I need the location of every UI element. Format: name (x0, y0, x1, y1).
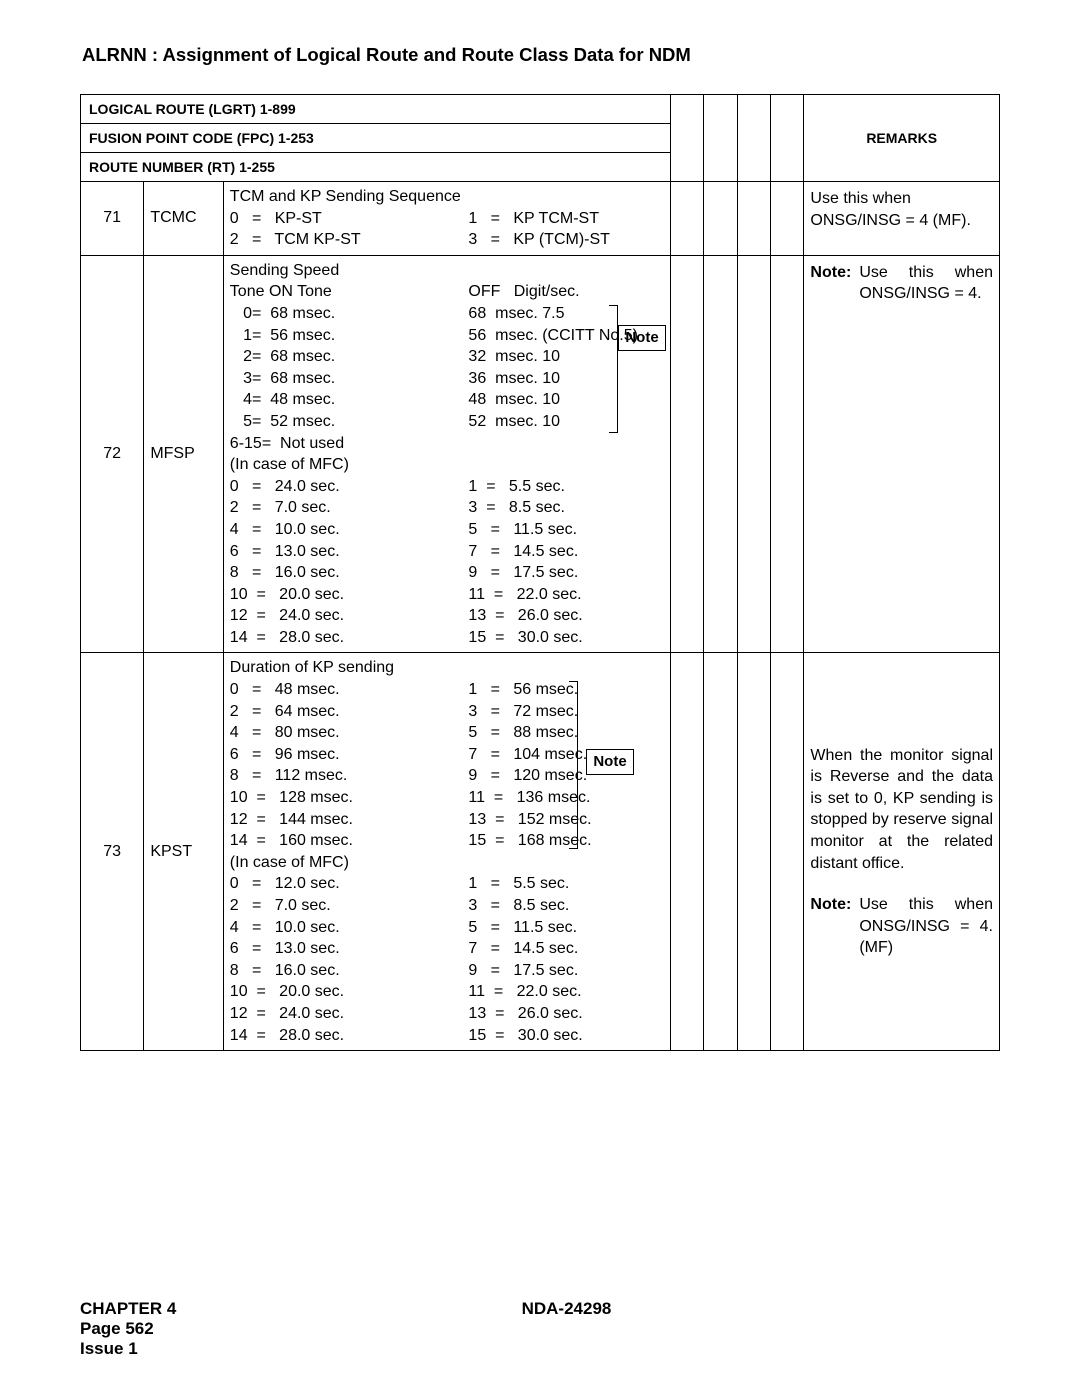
row-mnemonic: MFSP (144, 255, 223, 653)
row-description: TCM and KP Sending Sequence 0 = KP-ST 2 … (223, 182, 670, 256)
row-mnemonic: TCMC (144, 182, 223, 256)
mfc-label: (In case of MFC) (230, 852, 664, 874)
row-mnemonic: KPST (144, 653, 223, 1051)
blank-col-3 (737, 95, 770, 182)
footer-chapter: CHAPTER 4 (80, 1299, 522, 1319)
note-box: Note (618, 325, 665, 351)
data-table: LOGICAL ROUTE (LGRT) 1-899 REMARKS FUSIO… (80, 94, 1000, 1051)
desc-title: Sending Speed (230, 260, 664, 282)
row-remarks: Note: Use this when ONSG/INSG = 4. (804, 255, 1000, 653)
page-footer: CHAPTER 4 Page 562 Issue 1 NDA-24298 (80, 1299, 1000, 1359)
page: ALRNN : Assignment of Logical Route and … (0, 0, 1080, 1397)
footer-page: Page 562 (80, 1319, 522, 1339)
mfc-label: (In case of MFC) (230, 454, 664, 476)
desc-title: TCM and KP Sending Sequence (230, 186, 664, 208)
row-description: Duration of KP sending 0 = 48 msec. 2 = … (223, 653, 670, 1051)
row-index: 72 (81, 255, 144, 653)
blank-col-4 (770, 95, 803, 182)
note-label: Note: (810, 894, 851, 959)
table-row: 73 KPST Duration of KP sending 0 = 48 ms… (81, 653, 1000, 1051)
blank-col-2 (704, 95, 737, 182)
blank-col-1 (670, 95, 703, 182)
note-label: Note: (810, 262, 851, 305)
page-title: ALRNN : Assignment of Logical Route and … (82, 44, 1000, 66)
table-row: 71 TCMC TCM and KP Sending Sequence 0 = … (81, 182, 1000, 256)
row-index: 73 (81, 653, 144, 1051)
row-description: Sending Speed Tone ON Tone OFF Digit/sec… (223, 255, 670, 653)
row-index: 71 (81, 182, 144, 256)
header-fpc: FUSION POINT CODE (FPC) 1-253 (81, 124, 671, 153)
footer-issue: Issue 1 (80, 1339, 522, 1359)
table-row: 72 MFSP Sending Speed Tone ON Tone OFF D… (81, 255, 1000, 653)
desc-title: Duration of KP sending (230, 657, 664, 679)
row-remarks: When the monitor signal is Reverse and t… (804, 653, 1000, 1051)
header-remarks: REMARKS (804, 95, 1000, 182)
row-remarks: Use this when ONSG/INSG = 4 (MF). (804, 182, 1000, 256)
note-box: Note (586, 749, 633, 775)
header-lgrt: LOGICAL ROUTE (LGRT) 1-899 (81, 95, 671, 124)
footer-doc: NDA-24298 (522, 1299, 1000, 1319)
bracket-icon (569, 681, 578, 849)
header-rt: ROUTE NUMBER (RT) 1-255 (81, 153, 671, 182)
